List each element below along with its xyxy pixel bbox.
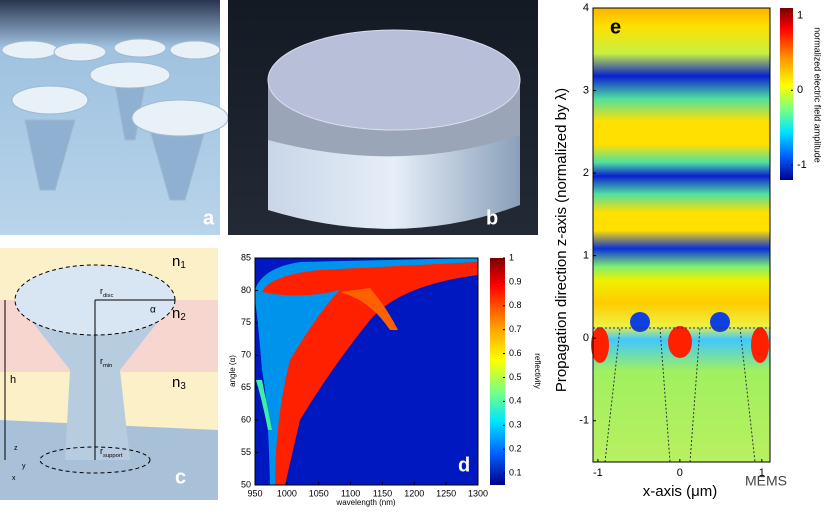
y-axis-label: Propagation direction z-axis (normalized… (553, 88, 570, 392)
symbol-sub: 2 (180, 312, 185, 323)
y-tick-label: 0 (583, 332, 589, 344)
colorbar-tick-label: 0.1 (509, 467, 522, 477)
y-tick-label: 50 (241, 479, 251, 489)
panel-b: b (228, 0, 538, 235)
plot-frame (592, 7, 771, 463)
x-axis-label: x-axis (μm) (643, 483, 717, 500)
panel-a: a (0, 0, 229, 235)
colorbar-tick-label: 0.3 (509, 420, 522, 430)
y-tick-label: 85 (241, 252, 251, 262)
colorbar-tick-label: 1 (797, 9, 803, 21)
y-tick-label: 65 (241, 382, 251, 392)
symbol-base: n (172, 253, 180, 270)
panel-label: c (175, 466, 186, 488)
symbol-sub: 3 (180, 381, 185, 392)
y-tick-label: 80 (241, 285, 251, 295)
x-tick-label: 950 (247, 488, 262, 498)
symbol-label: rmin (100, 356, 112, 368)
y-tick-label: 70 (241, 350, 251, 360)
y-tick-label: 60 (241, 415, 251, 425)
height-label: h (10, 374, 16, 386)
x-tick-label: 0 (677, 467, 683, 479)
symbol-base: r (100, 446, 103, 456)
y-tick-label: 3 (583, 84, 589, 96)
y-tick-label: 55 (241, 447, 251, 457)
panel-label: b (486, 207, 498, 229)
symbol-sub: 1 (180, 260, 185, 271)
panel-label: e (610, 16, 621, 38)
panel-label: a (203, 207, 215, 229)
watermark: MEMS (745, 473, 787, 489)
x-tick-label: 1100 (341, 488, 360, 498)
x-tick-label: 1 (759, 467, 765, 479)
symbol-base: n (172, 305, 180, 322)
colorbar-tick-label: 0.6 (509, 348, 522, 358)
symbol-sub: support (103, 453, 123, 459)
colorbar-tick-label: 0.2 (509, 444, 522, 454)
panel-d: d wavelength (nm) angle (α) reflectivity (228, 258, 542, 507)
axis-glyph: x (12, 475, 16, 482)
colorbar-tick-label: 0.4 (509, 396, 522, 406)
colorbar-tick-label: 0 (797, 84, 803, 96)
x-tick-label: 1200 (404, 488, 424, 498)
colorbar-tick-label: 0.8 (509, 300, 522, 310)
colorbar-tick-label: -1 (797, 159, 807, 171)
colorbar-tick-label: 0.9 (509, 276, 522, 286)
colorbar-tick-label: 0.7 (509, 324, 522, 334)
colorbar-label: reflectivity (533, 353, 542, 389)
x-tick-label: 1250 (436, 488, 456, 498)
symbol-sub: min (103, 363, 112, 369)
panel-e: e x-axis (μm) Propagation direction z-ax… (553, 8, 823, 500)
y-tick-label: 1 (583, 250, 589, 262)
symbol-label: n1 (172, 253, 186, 271)
colorbar-tick-label: 0.5 (509, 372, 522, 382)
x-tick-label: 1150 (373, 488, 392, 498)
y-tick-label: -1 (579, 415, 589, 427)
symbol-label: rsupport (100, 446, 123, 458)
x-axis-label: wavelength (nm) (335, 498, 395, 507)
x-tick-label: 1050 (309, 488, 329, 498)
symbol-label: rdisc (100, 286, 113, 298)
x-tick-label: 1300 (468, 488, 488, 498)
angle-label: α (150, 305, 156, 316)
symbol-base: n (172, 374, 180, 391)
colorbar-label: normalized electric field amplitude (813, 27, 823, 163)
y-axis-label: angle (α) (228, 355, 237, 387)
symbol-sub: disc (103, 293, 113, 299)
x-tick-label: -1 (593, 467, 603, 479)
colorbar-tick-label: 1 (509, 252, 514, 262)
symbol-label: n3 (172, 374, 186, 392)
symbol-base: r (100, 286, 103, 296)
plot-frame (254, 257, 479, 486)
symbol-base: r (100, 356, 103, 366)
x-tick-label: 1000 (277, 488, 297, 498)
axis-glyph: z (14, 445, 18, 452)
y-tick-label: 75 (241, 317, 251, 327)
axis-glyph: y (22, 463, 26, 470)
symbol-label: n2 (172, 305, 186, 323)
panel-label: d (458, 454, 470, 476)
y-tick-label: 4 (583, 2, 589, 14)
y-tick-label: 2 (583, 167, 589, 179)
